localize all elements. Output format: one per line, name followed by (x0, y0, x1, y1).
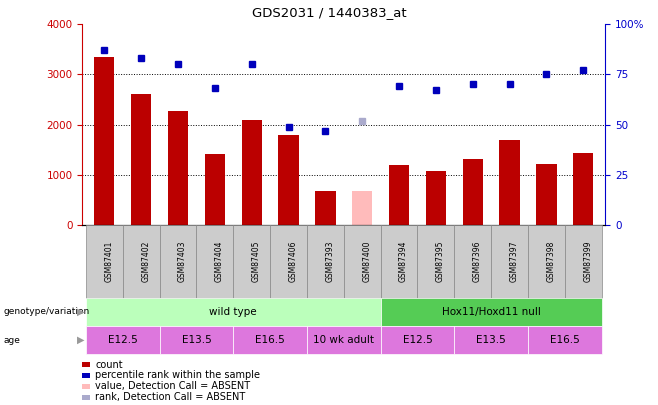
Bar (573, 153, 594, 225)
Text: E16.5: E16.5 (550, 335, 580, 345)
Bar (94, 57, 114, 225)
Bar (241, 119, 262, 225)
Text: GSM87401: GSM87401 (105, 241, 113, 282)
Text: ▶: ▶ (77, 307, 84, 317)
Text: value, Detection Call = ABSENT: value, Detection Call = ABSENT (95, 382, 251, 391)
Text: GSM87398: GSM87398 (546, 241, 555, 282)
Text: percentile rank within the sample: percentile rank within the sample (95, 371, 261, 380)
Text: ▶: ▶ (77, 335, 84, 345)
Bar (536, 164, 557, 225)
Text: wild type: wild type (209, 307, 257, 317)
Bar (131, 94, 151, 225)
Text: GSM87403: GSM87403 (178, 241, 187, 282)
Text: E16.5: E16.5 (255, 335, 285, 345)
Text: E12.5: E12.5 (403, 335, 432, 345)
Text: GSM87402: GSM87402 (141, 241, 150, 282)
Text: age: age (3, 336, 20, 345)
Bar (352, 191, 372, 225)
Text: E13.5: E13.5 (476, 335, 506, 345)
Text: genotype/variation: genotype/variation (3, 307, 89, 316)
Text: E13.5: E13.5 (182, 335, 211, 345)
Text: 10 wk adult: 10 wk adult (313, 335, 374, 345)
Bar (463, 159, 483, 225)
Text: GSM87406: GSM87406 (289, 241, 297, 282)
Text: GSM87395: GSM87395 (436, 241, 445, 282)
Bar (389, 164, 409, 225)
Text: GSM87400: GSM87400 (362, 241, 371, 282)
Text: GSM87394: GSM87394 (399, 241, 408, 282)
Text: count: count (95, 360, 123, 369)
Text: GSM87399: GSM87399 (583, 241, 592, 282)
Text: E12.5: E12.5 (108, 335, 138, 345)
Text: GSM87405: GSM87405 (252, 241, 261, 282)
Text: GSM87397: GSM87397 (509, 241, 519, 282)
Bar (278, 134, 299, 225)
Text: rank, Detection Call = ABSENT: rank, Detection Call = ABSENT (95, 392, 245, 402)
Text: GSM87393: GSM87393 (326, 241, 334, 282)
Bar (168, 111, 188, 225)
Text: GDS2031 / 1440383_at: GDS2031 / 1440383_at (252, 6, 406, 19)
Text: Hox11/Hoxd11 null: Hox11/Hoxd11 null (442, 307, 541, 317)
Bar (499, 140, 520, 225)
Bar (205, 153, 225, 225)
Text: GSM87396: GSM87396 (472, 241, 482, 282)
Bar (315, 191, 336, 225)
Text: GSM87404: GSM87404 (215, 241, 224, 282)
Bar (426, 171, 446, 225)
